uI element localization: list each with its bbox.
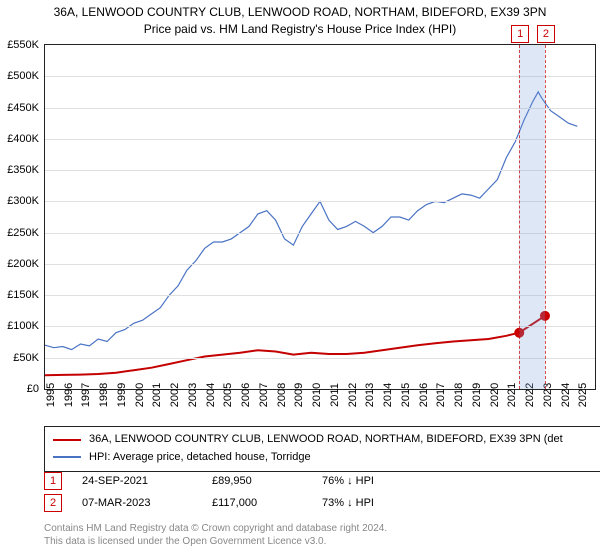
x-axis-tick: 2014 bbox=[382, 383, 394, 407]
gridline bbox=[45, 76, 595, 77]
x-axis-tick: 2016 bbox=[418, 383, 430, 407]
footer-line-1: Contains HM Land Registry data © Crown c… bbox=[44, 522, 387, 535]
title-line-2: Price paid vs. HM Land Registry's House … bbox=[10, 21, 590, 38]
title-line-1: 36A, LENWOOD COUNTRY CLUB, LENWOOD ROAD,… bbox=[10, 4, 590, 21]
highlight-band bbox=[519, 45, 545, 389]
x-axis-tick: 2003 bbox=[187, 383, 199, 407]
x-axis-tick: 1997 bbox=[80, 383, 92, 407]
x-axis-tick: 1998 bbox=[98, 383, 110, 407]
x-axis-tick: 2021 bbox=[506, 383, 518, 407]
footer-attribution: Contains HM Land Registry data © Crown c… bbox=[44, 522, 387, 548]
y-axis-tick: £350K bbox=[7, 164, 39, 176]
transaction-row: 1 24-SEP-2021 £89,950 76% ↓ HPI bbox=[44, 470, 374, 492]
y-axis-tick: £300K bbox=[7, 195, 39, 207]
legend: 36A, LENWOOD COUNTRY CLUB, LENWOOD ROAD,… bbox=[44, 426, 600, 472]
legend-label: 36A, LENWOOD COUNTRY CLUB, LENWOOD ROAD,… bbox=[89, 431, 563, 449]
x-axis-tick: 2006 bbox=[240, 383, 252, 407]
footer-line-2: This data is licensed under the Open Gov… bbox=[44, 535, 387, 548]
gridline bbox=[45, 295, 595, 296]
y-axis-tick: £150K bbox=[7, 289, 39, 301]
event-marker: 1 bbox=[511, 25, 529, 43]
event-marker: 2 bbox=[537, 25, 555, 43]
legend-swatch bbox=[53, 439, 81, 441]
series-hpi bbox=[45, 92, 577, 350]
y-axis-tick: £250K bbox=[7, 227, 39, 239]
x-axis-tick: 2001 bbox=[151, 383, 163, 407]
legend-item: HPI: Average price, detached house, Torr… bbox=[53, 449, 600, 467]
chart-plot-area: £0£50K£100K£150K£200K£250K£300K£350K£400… bbox=[44, 44, 596, 390]
y-axis-tick: £200K bbox=[7, 258, 39, 270]
x-axis-tick: 2015 bbox=[400, 383, 412, 407]
legend-swatch bbox=[53, 456, 81, 458]
y-axis-tick: £550K bbox=[7, 39, 39, 51]
x-axis-tick: 1996 bbox=[63, 383, 75, 407]
y-axis-tick: £450K bbox=[7, 102, 39, 114]
x-axis-tick: 2000 bbox=[134, 383, 146, 407]
transaction-table: 1 24-SEP-2021 £89,950 76% ↓ HPI 2 07-MAR-2023… bbox=[44, 470, 374, 514]
x-axis-tick: 1995 bbox=[45, 383, 57, 407]
transaction-marker: 1 bbox=[44, 472, 62, 490]
x-axis-tick: 2018 bbox=[453, 383, 465, 407]
transaction-date: 07-MAR-2023 bbox=[82, 497, 192, 509]
y-axis-tick: £400K bbox=[7, 133, 39, 145]
gridline bbox=[45, 108, 595, 109]
dashed-vertical bbox=[519, 45, 520, 389]
x-axis-tick: 2005 bbox=[222, 383, 234, 407]
gridline bbox=[45, 326, 595, 327]
x-axis-tick: 2024 bbox=[560, 383, 572, 407]
legend-label: HPI: Average price, detached house, Torr… bbox=[89, 449, 311, 467]
transaction-price: £89,950 bbox=[212, 475, 302, 487]
y-axis-tick: £100K bbox=[7, 320, 39, 332]
y-axis-tick: £500K bbox=[7, 70, 39, 82]
x-axis-tick: 2002 bbox=[169, 383, 181, 407]
gridline bbox=[45, 139, 595, 140]
y-axis-tick: £0 bbox=[27, 383, 39, 395]
gridline bbox=[45, 264, 595, 265]
transaction-delta: 73% ↓ HPI bbox=[322, 497, 374, 509]
transaction-row: 2 07-MAR-2023 £117,000 73% ↓ HPI bbox=[44, 492, 374, 514]
transaction-delta: 76% ↓ HPI bbox=[322, 475, 374, 487]
dashed-vertical bbox=[545, 45, 546, 389]
series-price-paid bbox=[45, 316, 545, 375]
x-axis-tick: 2008 bbox=[276, 383, 288, 407]
chart-svg bbox=[45, 45, 595, 389]
x-axis-tick: 2007 bbox=[258, 383, 270, 407]
x-axis-tick: 2004 bbox=[205, 383, 217, 407]
x-axis-tick: 2025 bbox=[577, 383, 589, 407]
transaction-date: 24-SEP-2021 bbox=[82, 475, 192, 487]
x-axis-tick: 2020 bbox=[489, 383, 501, 407]
x-axis-tick: 2010 bbox=[311, 383, 323, 407]
x-axis-tick: 2019 bbox=[471, 383, 483, 407]
y-axis-tick: £50K bbox=[13, 352, 39, 364]
x-axis-tick: 2012 bbox=[347, 383, 359, 407]
gridline bbox=[45, 358, 595, 359]
gridline bbox=[45, 233, 595, 234]
chart-title: 36A, LENWOOD COUNTRY CLUB, LENWOOD ROAD,… bbox=[0, 0, 600, 38]
legend-item: 36A, LENWOOD COUNTRY CLUB, LENWOOD ROAD,… bbox=[53, 431, 600, 449]
x-axis-tick: 2017 bbox=[435, 383, 447, 407]
gridline bbox=[45, 170, 595, 171]
transaction-marker: 2 bbox=[44, 494, 62, 512]
transaction-price: £117,000 bbox=[212, 497, 302, 509]
gridline bbox=[45, 201, 595, 202]
x-axis-tick: 1999 bbox=[116, 383, 128, 407]
x-axis-tick: 2009 bbox=[293, 383, 305, 407]
x-axis-tick: 2011 bbox=[329, 383, 341, 407]
x-axis-tick: 2013 bbox=[364, 383, 376, 407]
